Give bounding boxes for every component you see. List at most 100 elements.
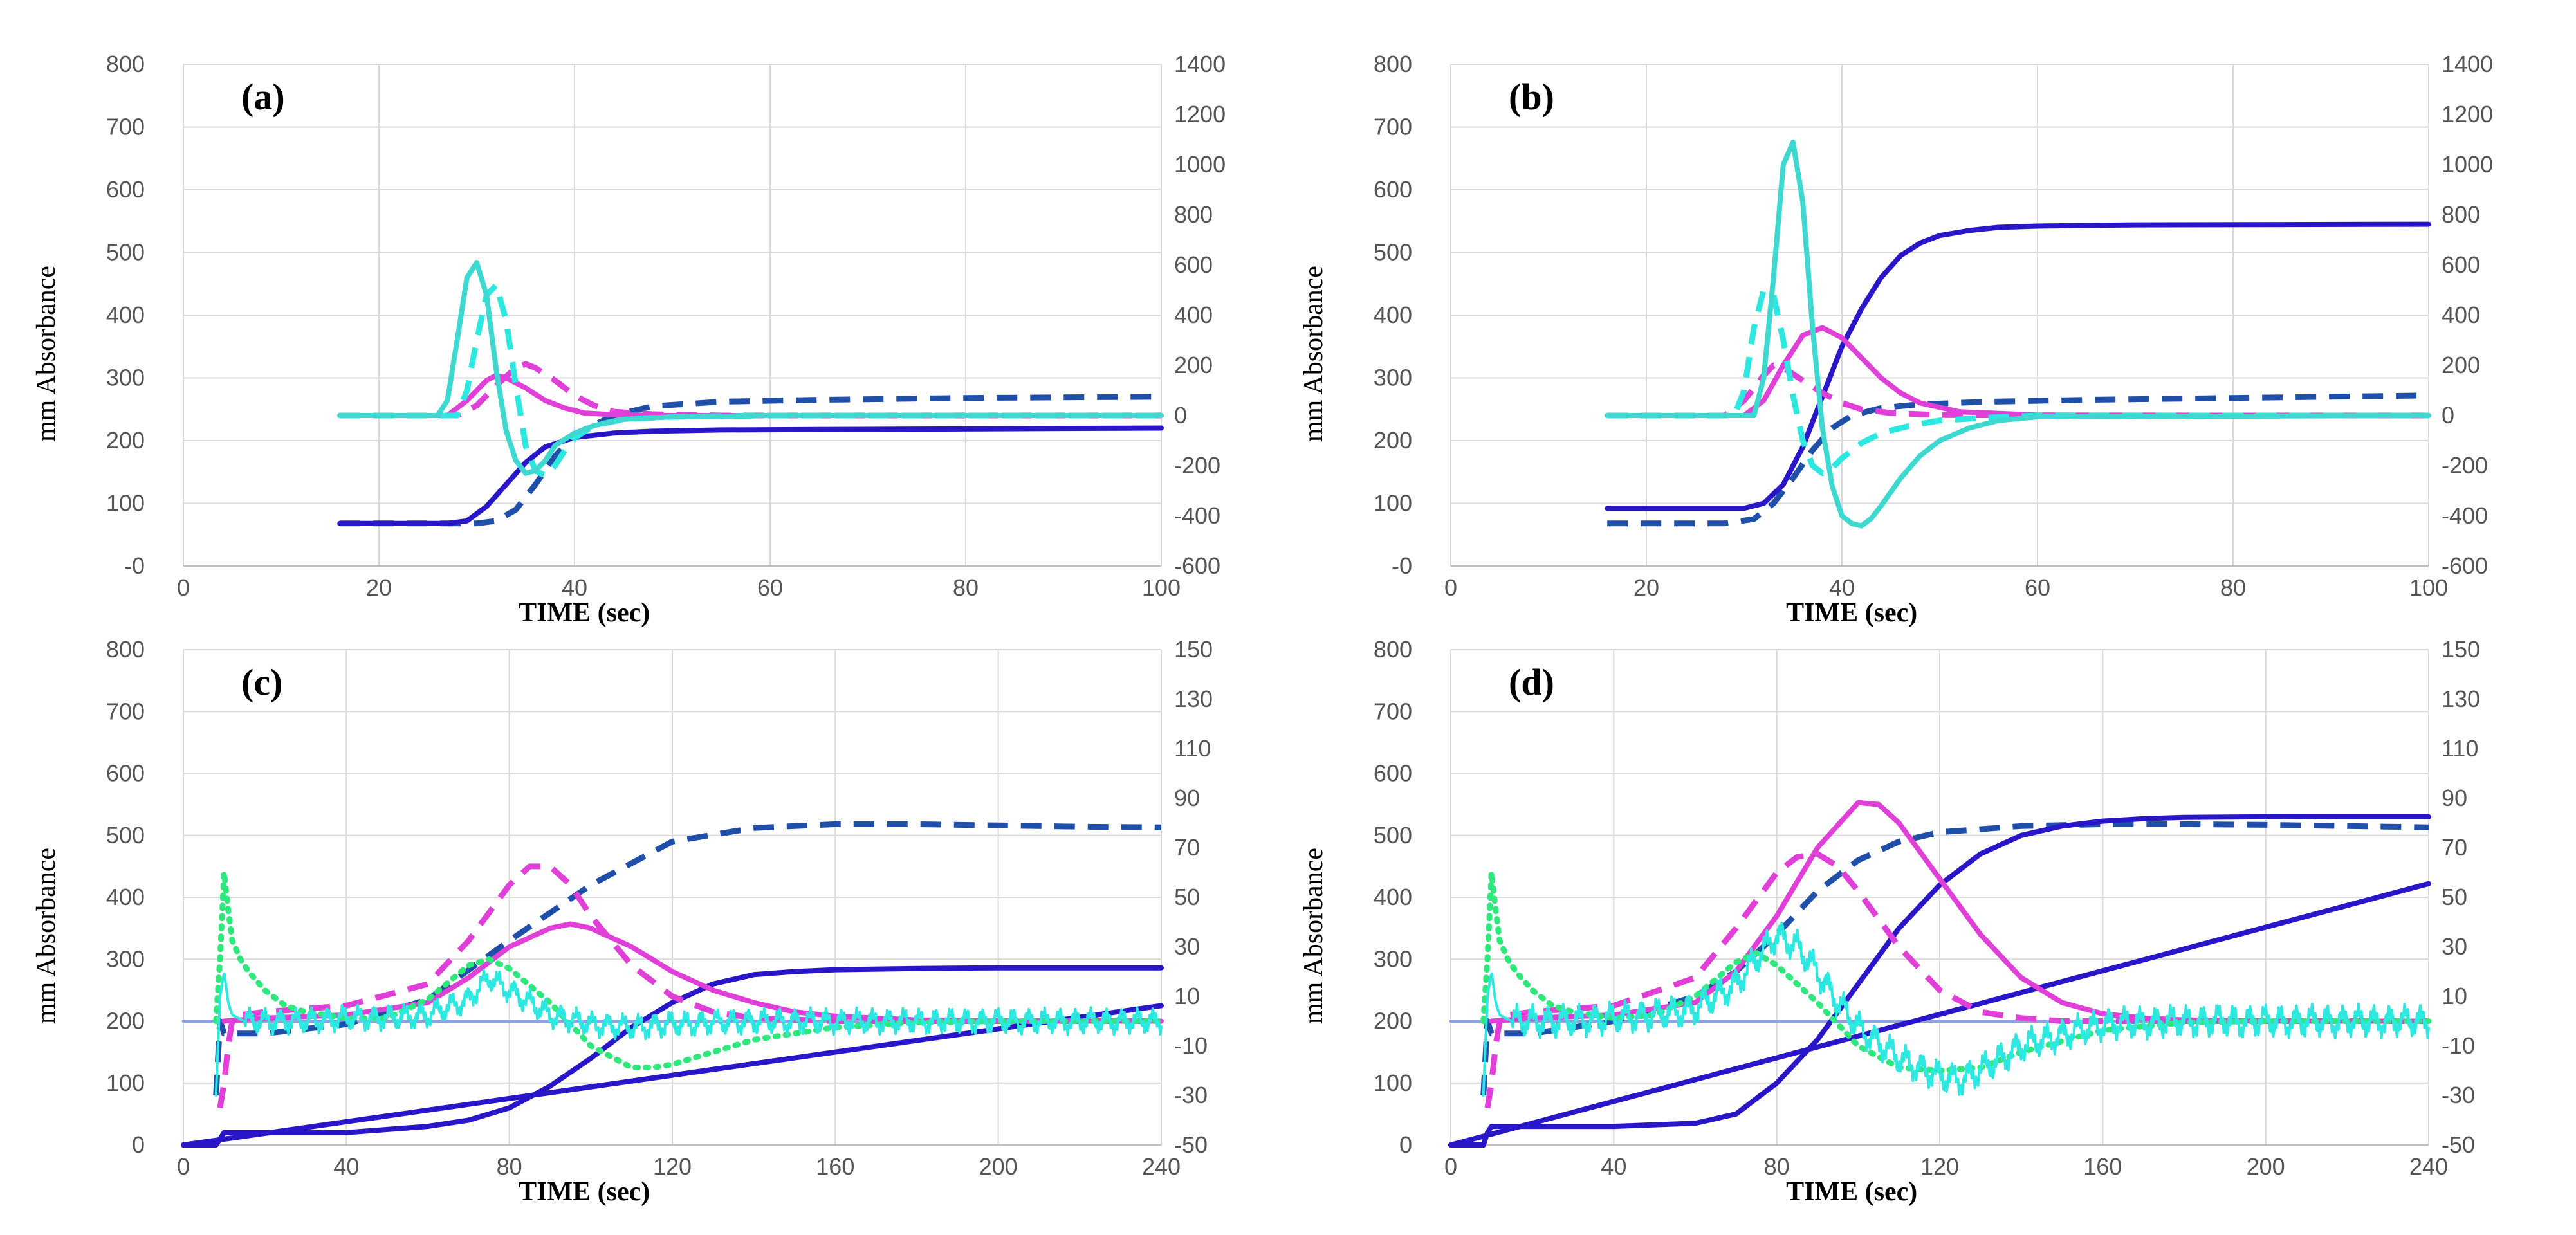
y-tick-label-b: 700 <box>1374 114 1412 140</box>
y2-tick-label-d: 30 <box>2442 933 2467 960</box>
y2-tick-label-a: -200 <box>1174 452 1220 479</box>
y2-tick-label-b: 400 <box>2442 302 2480 328</box>
series-line-a-0 <box>340 394 1162 527</box>
y-axis-label-b: mm Absorbance <box>1299 266 1329 442</box>
y2-tick-label-d: -30 <box>2442 1082 2475 1108</box>
y-tick-label-c: 200 <box>106 1008 145 1034</box>
series-line-b-3 <box>1605 325 2431 418</box>
y-tick-label-d: 0 <box>1399 1131 1412 1158</box>
x-tick-label-c: 80 <box>497 1153 522 1180</box>
x-tick-label-a: 80 <box>953 574 979 601</box>
y-tick-label-b: 200 <box>1374 427 1412 453</box>
x-tick-label-c: 40 <box>333 1153 359 1180</box>
y2-tick-label-a: -600 <box>1174 553 1220 579</box>
y-tick-label-c: 0 <box>132 1131 145 1158</box>
y-axis-label-c: mm Absorbance <box>32 848 61 1024</box>
y2-tick-label-a: 1200 <box>1174 101 1226 127</box>
y-tick-label-b: 300 <box>1374 365 1412 391</box>
y2-tick-label-d: -50 <box>2442 1131 2475 1158</box>
panel-label-a: (a) <box>241 76 285 118</box>
x-tick-label-c: 200 <box>979 1153 1018 1180</box>
panel-label-b: (b) <box>1509 76 1554 118</box>
y-axis-label-d: mm Absorbance <box>1299 848 1329 1024</box>
y2-tick-label-b: 1000 <box>2442 151 2493 178</box>
y-tick-label-a: 400 <box>106 302 145 328</box>
y2-tick-label-a: 0 <box>1174 402 1187 428</box>
y-tick-label-c: 100 <box>106 1070 145 1096</box>
y-tick-label-d: 300 <box>1374 946 1412 972</box>
panel-label-c: (c) <box>241 661 282 703</box>
x-tick-label-d: 80 <box>1764 1153 1790 1180</box>
y2-tick-label-d: 110 <box>2442 735 2478 762</box>
y-tick-label-c: 600 <box>106 760 145 787</box>
y2-tick-label-a: 200 <box>1174 352 1213 378</box>
series-line-c-6 <box>213 870 1164 1071</box>
y2-tick-label-a: 800 <box>1174 201 1213 228</box>
y2-tick-label-d: 10 <box>2442 983 2467 1009</box>
x-axis-label-d: TIME (sec) <box>1786 1177 1917 1207</box>
series-line-b-1 <box>1605 221 2431 511</box>
y2-tick-label-c: 90 <box>1174 785 1200 811</box>
x-tick-label-d: 0 <box>1444 1153 1457 1180</box>
series-line-b-4 <box>1607 287 2429 477</box>
series-line-d-7 <box>1482 921 2430 1097</box>
y2-tick-label-b: 0 <box>2442 402 2454 428</box>
x-tick-label-b: 60 <box>2025 574 2050 601</box>
x-tick-label-c: 0 <box>177 1153 190 1180</box>
y-tick-label-c: 800 <box>106 636 145 663</box>
y2-tick-label-d: 130 <box>2442 686 2480 712</box>
x-tick-label-b: 40 <box>1829 574 1855 601</box>
x-tick-label-a: 0 <box>177 574 190 601</box>
series-line-b-0 <box>1607 392 2429 527</box>
y2-tick-label-c: 110 <box>1174 735 1211 762</box>
x-tick-label-b: 80 <box>2220 574 2246 601</box>
y2-tick-label-a: 600 <box>1174 252 1213 278</box>
x-tick-label-a: 60 <box>757 574 783 601</box>
series-line-c-2 <box>181 965 1164 1148</box>
x-axis-label-b: TIME (sec) <box>1786 598 1917 628</box>
y2-tick-label-d: 90 <box>2442 785 2467 811</box>
x-tick-label-a: 20 <box>366 574 392 601</box>
y-tick-label-a: 600 <box>106 176 145 203</box>
series-line-c-3 <box>181 1003 1164 1148</box>
series-line-b-2 <box>1607 362 2429 419</box>
panel-d: 0 100 200 300 400 500 600 700 800 0 40 80 120 160 200 2… <box>1299 636 2480 1207</box>
y2-tick-label-d: 70 <box>2442 834 2467 861</box>
x-axis-label-a: TIME (sec) <box>519 598 650 628</box>
x-tick-label-d: 120 <box>1920 1153 1959 1180</box>
y-tick-label-d: 700 <box>1374 698 1412 724</box>
x-tick-label-c: 240 <box>1142 1153 1181 1180</box>
y2-tick-label-c: 130 <box>1174 686 1213 712</box>
y-tick-label-b: 600 <box>1374 176 1412 203</box>
y2-tick-label-a: -400 <box>1174 502 1220 529</box>
y2-tick-label-a: 1000 <box>1174 151 1226 178</box>
y-tick-label-c: 400 <box>106 884 145 910</box>
y2-tick-label-c: -30 <box>1174 1082 1208 1108</box>
series-line-c-4 <box>217 863 1161 1109</box>
series-line-d-3 <box>1448 881 2431 1148</box>
y2-tick-label-b: -600 <box>2442 553 2488 579</box>
x-tick-label-c: 120 <box>653 1153 692 1180</box>
series-line-d-1 <box>1480 821 2429 1096</box>
y-tick-label-b: 400 <box>1374 302 1412 328</box>
y2-tick-label-b: 200 <box>2442 352 2480 378</box>
y-tick-label-a: 500 <box>106 239 145 266</box>
y-tick-label-d: 500 <box>1374 822 1412 848</box>
panel-c: 0 100 200 300 400 500 600 700 800 0 40 80 120 160 200 2… <box>32 636 1213 1207</box>
y-tick-label-a: 700 <box>106 114 145 140</box>
x-tick-label-b: 100 <box>2409 574 2448 601</box>
y-tick-label-a: 100 <box>106 490 145 517</box>
y-tick-label-b: -0 <box>1392 553 1412 579</box>
y-tick-label-a: -0 <box>124 553 145 579</box>
y-tick-label-d: 200 <box>1374 1008 1412 1034</box>
series-line-c-7 <box>214 969 1163 1097</box>
y-tick-label-d: 400 <box>1374 884 1412 910</box>
y2-tick-label-b: -200 <box>2442 452 2488 479</box>
y2-tick-label-c: 70 <box>1174 834 1200 861</box>
y2-tick-label-c: 50 <box>1174 884 1200 910</box>
y2-tick-label-b: 1200 <box>2442 101 2493 127</box>
x-tick-label-b: 0 <box>1444 574 1457 601</box>
y-tick-label-c: 300 <box>106 946 145 972</box>
y2-tick-label-d: 150 <box>2442 636 2480 663</box>
